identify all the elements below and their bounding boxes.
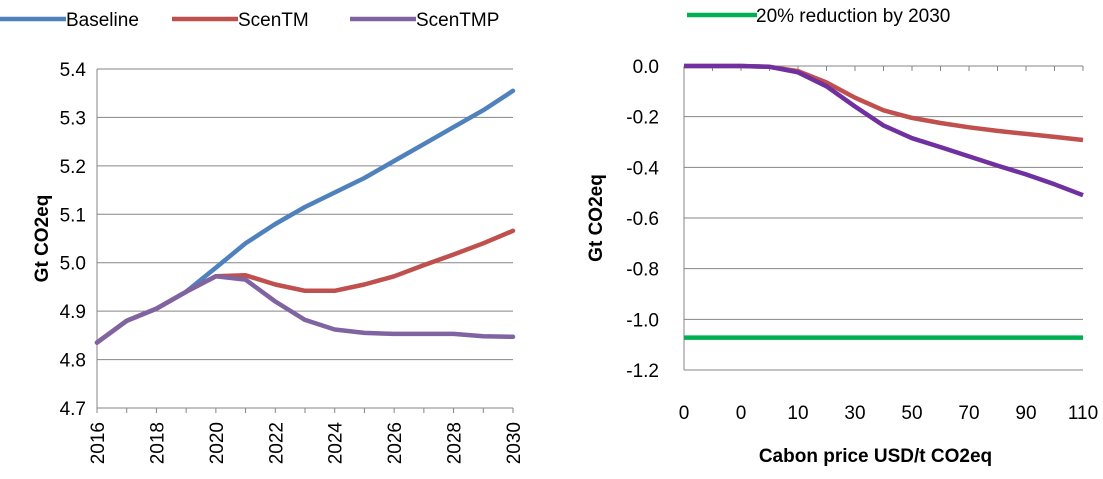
y-tick-label: 5.1 bbox=[60, 205, 86, 226]
y-axis-title: Gt CO2eq bbox=[586, 174, 607, 262]
series-line-series-0 bbox=[684, 63, 1084, 143]
y-tick-label: 5.4 bbox=[60, 60, 87, 81]
x-tick-label: 90 bbox=[1015, 403, 1036, 424]
x-tick-label: 0 bbox=[736, 403, 747, 424]
x-tick-label: 2028 bbox=[445, 422, 466, 464]
legend-label: Baseline bbox=[66, 10, 139, 31]
x-tick-label: 30 bbox=[844, 403, 865, 424]
y-tick-label: 5.3 bbox=[60, 108, 86, 129]
y-tick-label: -1.0 bbox=[626, 310, 659, 331]
y-tick-label: 4.7 bbox=[60, 399, 86, 420]
x-tick-label: 2020 bbox=[207, 422, 228, 464]
y-tick-label: 4.9 bbox=[60, 302, 86, 323]
series-line-series-1 bbox=[684, 63, 1084, 198]
x-tick-label: 2022 bbox=[266, 422, 287, 464]
y-tick-label: -1.2 bbox=[626, 361, 659, 382]
x-tick-label: 2030 bbox=[504, 422, 525, 464]
x-tick-label: 2026 bbox=[385, 422, 406, 464]
x-tick-label: 50 bbox=[901, 403, 922, 424]
series-line-ScenTM bbox=[94, 228, 516, 345]
y-tick-label: -0.2 bbox=[626, 108, 659, 129]
x-tick-label: 2016 bbox=[88, 422, 109, 464]
y-tick-label: -0.8 bbox=[626, 260, 659, 281]
x-tick-label: 110 bbox=[1068, 403, 1098, 424]
left-chart: 4.7 4.8 4.9 5.0 5.1 5.2 5.3 5.4 2016 2018 2020 2022… bbox=[0, 10, 525, 464]
x-tick-label: 70 bbox=[958, 403, 979, 424]
y-tick-label: 0.0 bbox=[633, 57, 659, 78]
y-tick-label: -0.6 bbox=[626, 209, 659, 230]
legend-label: ScenTMP bbox=[416, 10, 499, 31]
y-axis-title: Gt CO2eq bbox=[32, 195, 53, 283]
x-tick-label: 10 bbox=[787, 403, 808, 424]
series-line-ScenTMP bbox=[94, 274, 516, 345]
legend-label: ScenTM bbox=[238, 10, 309, 31]
y-tick-label: -0.4 bbox=[626, 158, 659, 179]
x-tick-label: 0 bbox=[679, 403, 690, 424]
x-tick-label: 2018 bbox=[147, 422, 168, 464]
right-chart: -1.2 -1.0 -0.8 -0.6 -0.4 -0.2 0.0 0 0 10 30 50 70 90 1… bbox=[586, 6, 1098, 467]
legend-label: 20% reduction by 2030 bbox=[756, 6, 950, 27]
y-tick-label: 4.8 bbox=[60, 351, 86, 372]
x-tick-label: 2024 bbox=[326, 422, 347, 465]
x-axis-title: Cabon price USD/t CO2eq bbox=[759, 446, 992, 467]
y-tick-label: 5.2 bbox=[60, 157, 86, 178]
y-tick-label: 5.0 bbox=[60, 254, 86, 275]
